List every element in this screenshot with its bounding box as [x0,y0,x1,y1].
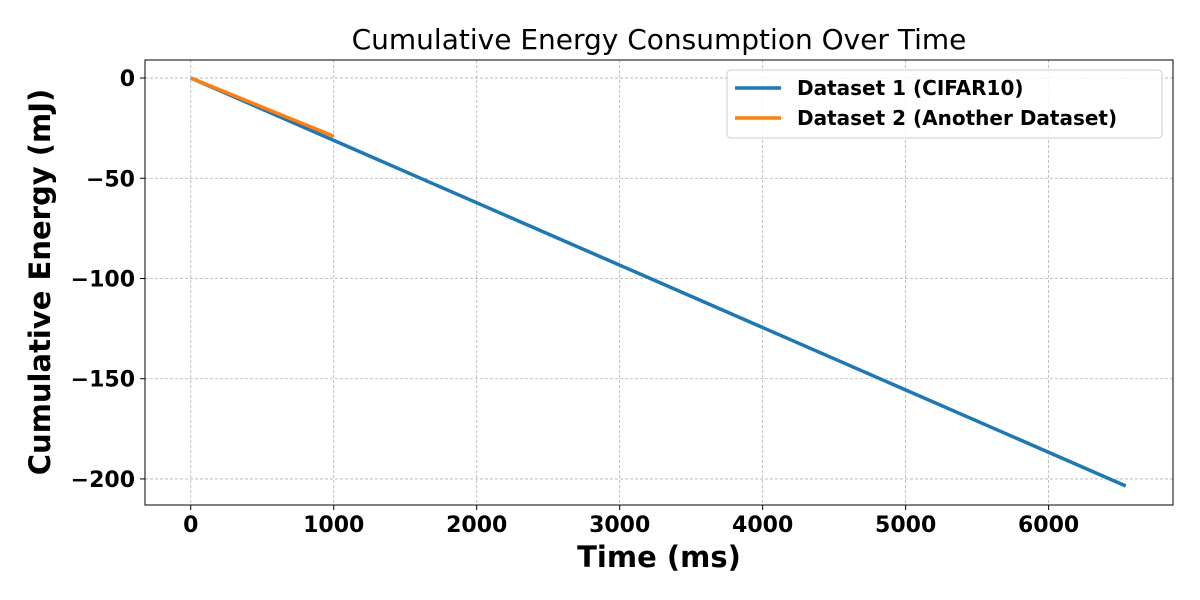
x-tick-label: 4000 [732,513,793,538]
series-line-1 [190,76,1127,488]
legend: Dataset 1 (CIFAR10) Dataset 2 (Another Da… [726,69,1163,139]
legend-label-2: Dataset 2 (Another Dataset) [797,106,1117,130]
y-tick-label: 0 [120,67,135,92]
y-tick-label: −100 [71,267,135,292]
y-tick-label: −150 [71,368,135,393]
ticks: 0 1000 2000 3000 4000 5000 6000 0 −50 −100 −150 −20… [71,67,1080,538]
legend-label-1: Dataset 1 (CIFAR10) [797,76,1024,100]
x-tick-label: 0 [183,513,198,538]
plot-frame [144,59,1174,506]
x-axis-label: Time (ms) [577,540,741,574]
y-tick-label: −50 [86,167,135,192]
x-tick-label: 5000 [875,513,936,538]
chart-title: Cumulative Energy Consumption Over Time [352,23,967,56]
x-tick-label: 1000 [303,513,364,538]
x-tick-label: 2000 [446,513,507,538]
series-line-2 [190,76,335,138]
y-tick-label: −200 [71,468,135,493]
y-axis-label: Cumulative Energy (mJ) [23,89,57,475]
series-group [190,76,1127,488]
legend-box [726,69,1163,139]
x-tick-label: 3000 [589,513,650,538]
x-tick-label: 6000 [1018,513,1079,538]
